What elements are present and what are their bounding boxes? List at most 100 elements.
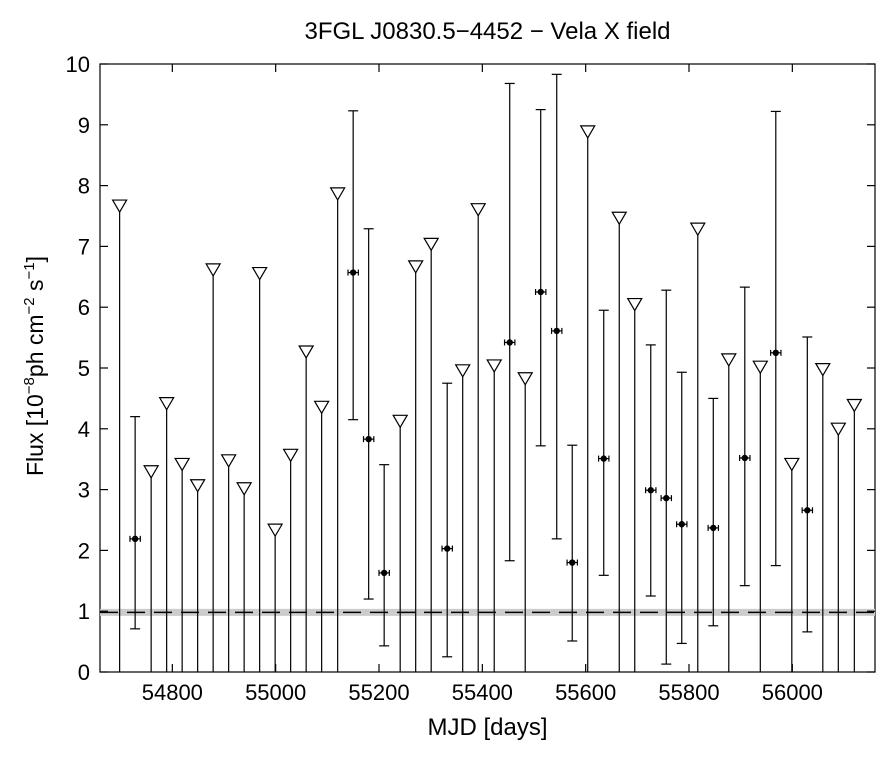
data-marker [131,535,139,543]
upper-limit-triangle [282,448,299,463]
detection-point [347,110,359,421]
upper-limit-point [236,482,253,672]
upper-limit-point [267,523,284,672]
upper-limit-point [329,187,346,672]
data-points-group [111,73,863,672]
data-marker [365,435,372,443]
y-label-exp3: −1 [21,262,39,280]
y-tick-label: 3 [78,478,90,503]
upper-limit-point [830,422,847,672]
detection-point [503,82,516,562]
upper-limit-triangle [392,414,409,429]
upper-limit-triangle [174,457,191,472]
upper-limit-point [579,125,596,672]
y-tick-label: 2 [78,538,90,563]
upper-limit-point [611,211,628,672]
upper-limit-point [407,260,424,672]
upper-limit-point [423,237,440,672]
detection-point [129,416,141,630]
upper-limit-point [752,360,769,672]
detection-point [660,289,673,665]
upper-limit-triangle [846,398,863,413]
data-marker [772,349,779,356]
upper-limit-point [486,359,503,672]
upper-limit-triangle [267,523,284,538]
data-marker [444,545,451,552]
detection-point [739,286,751,587]
upper-limit-triangle [470,203,487,217]
detection-point [362,228,375,600]
upper-limit-triangle [486,359,503,374]
y-label-mid2: s [21,279,48,298]
upper-limit-point [205,263,222,672]
y-label-exp1: −8 [21,377,39,395]
y-tick-label: 8 [78,174,90,199]
upper-limit-triangle [752,360,769,375]
upper-limit-triangle [329,187,346,202]
y-tick-label: 4 [78,417,90,442]
data-marker [349,269,357,276]
upper-limit-triangle [189,479,206,493]
x-axis-label: MJD [days] [427,714,548,741]
data-marker [710,524,717,532]
y-tick-label: 6 [78,295,90,320]
data-marker [741,454,748,462]
upper-limit-triangle [626,297,643,312]
x-tick-label: 55400 [452,680,513,705]
detection-point [675,371,688,645]
upper-limit-point [251,266,268,672]
upper-limit-triangle [205,263,222,278]
upper-limit-point [143,465,160,672]
upper-limit-triangle [689,222,706,237]
upper-limit-point [189,479,206,672]
x-tick-label: 55200 [348,680,409,705]
upper-limit-point [689,222,706,672]
upper-limit-triangle [783,457,800,472]
data-marker [663,494,670,502]
upper-limit-point [720,353,737,672]
upper-limit-triangle [236,482,253,496]
upper-limit-triangle [251,266,268,281]
data-marker [506,339,513,346]
data-marker [569,559,576,566]
upper-limit-triangle [407,260,424,275]
upper-limit-point [783,457,800,672]
x-tick-label: 54800 [142,680,203,705]
x-tick-label: 55600 [555,680,616,705]
detection-point [644,344,657,597]
y-label-mid1: ph cm [21,314,48,378]
axes-group: 54800 55000 55200 55400 55600 55800 56000 0 1 2 3 4… [66,52,875,705]
data-marker [647,487,654,494]
upper-limit-triangle [143,465,160,479]
upper-limit-triangle [579,125,596,140]
upper-limit-triangle [220,454,237,468]
upper-limit-triangle [298,345,315,360]
detection-point [550,73,563,540]
upper-limit-triangle [814,363,831,377]
detection-point [707,397,720,627]
detection-point [770,110,782,567]
y-tick-label: 5 [78,356,90,381]
upper-limit-point [111,199,128,672]
upper-limit-point [517,372,534,672]
upper-limit-triangle [423,237,440,252]
detection-point [801,336,814,633]
detection-point [534,108,547,447]
data-marker [678,521,685,528]
y-axis-label: Flux [10−8ph cm−2 s−1] [21,256,49,476]
upper-limit-point [392,414,409,672]
upper-limit-point [220,454,237,672]
y-tick-label: 7 [78,234,90,259]
data-marker [380,569,388,577]
y-tick-label: 1 [78,599,90,624]
detection-point [378,464,390,647]
data-marker [553,327,560,335]
detection-point [597,309,610,576]
data-marker [600,455,607,462]
upper-limit-triangle [158,397,175,411]
upper-limit-triangle [111,199,128,214]
upper-limit-triangle [454,364,471,379]
x-tick-label: 55800 [658,680,719,705]
y-label-suffix: ] [21,255,48,263]
upper-limit-triangle [611,211,628,226]
